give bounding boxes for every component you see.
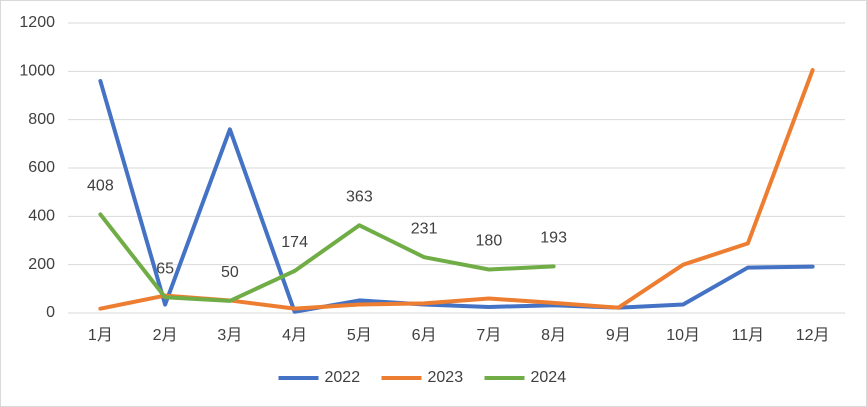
data-label: 363 <box>346 188 373 205</box>
legend-label: 2022 <box>325 369 361 386</box>
series-line <box>98 79 815 314</box>
y-tick-label: 400 <box>28 208 55 225</box>
x-tick-label: 12月 <box>796 327 830 344</box>
y-tick-label: 800 <box>28 111 55 128</box>
x-tick-label: 11月 <box>732 327 765 344</box>
data-label: 193 <box>540 230 567 247</box>
data-label: 180 <box>476 233 503 250</box>
data-label: 174 <box>281 234 308 251</box>
x-tick-label: 8月 <box>541 327 566 344</box>
legend-label: 2024 <box>531 369 567 386</box>
x-tick-label: 3月 <box>217 327 242 344</box>
x-tick-label: 2月 <box>153 327 178 344</box>
data-label: 408 <box>87 178 114 195</box>
x-tick-label: 1月 <box>88 327 113 344</box>
data-label: 65 <box>156 261 174 278</box>
y-tick-label: 200 <box>28 256 55 273</box>
x-tick-label: 10月 <box>666 327 700 344</box>
x-tick-label: 6月 <box>412 327 437 344</box>
x-tick-label: 5月 <box>347 327 372 344</box>
y-tick-label: 1200 <box>19 14 55 31</box>
series-line <box>98 212 556 303</box>
x-tick-label: 4月 <box>282 327 307 344</box>
data-label: 50 <box>221 264 239 281</box>
y-tick-label: 600 <box>28 159 55 176</box>
x-tick-label: 7月 <box>476 327 501 344</box>
data-label: 231 <box>411 220 438 237</box>
y-tick-label: 1000 <box>19 63 55 80</box>
legend-label: 2023 <box>428 369 464 386</box>
x-tick-label: 9月 <box>606 327 631 344</box>
y-tick-label: 0 <box>46 304 55 321</box>
